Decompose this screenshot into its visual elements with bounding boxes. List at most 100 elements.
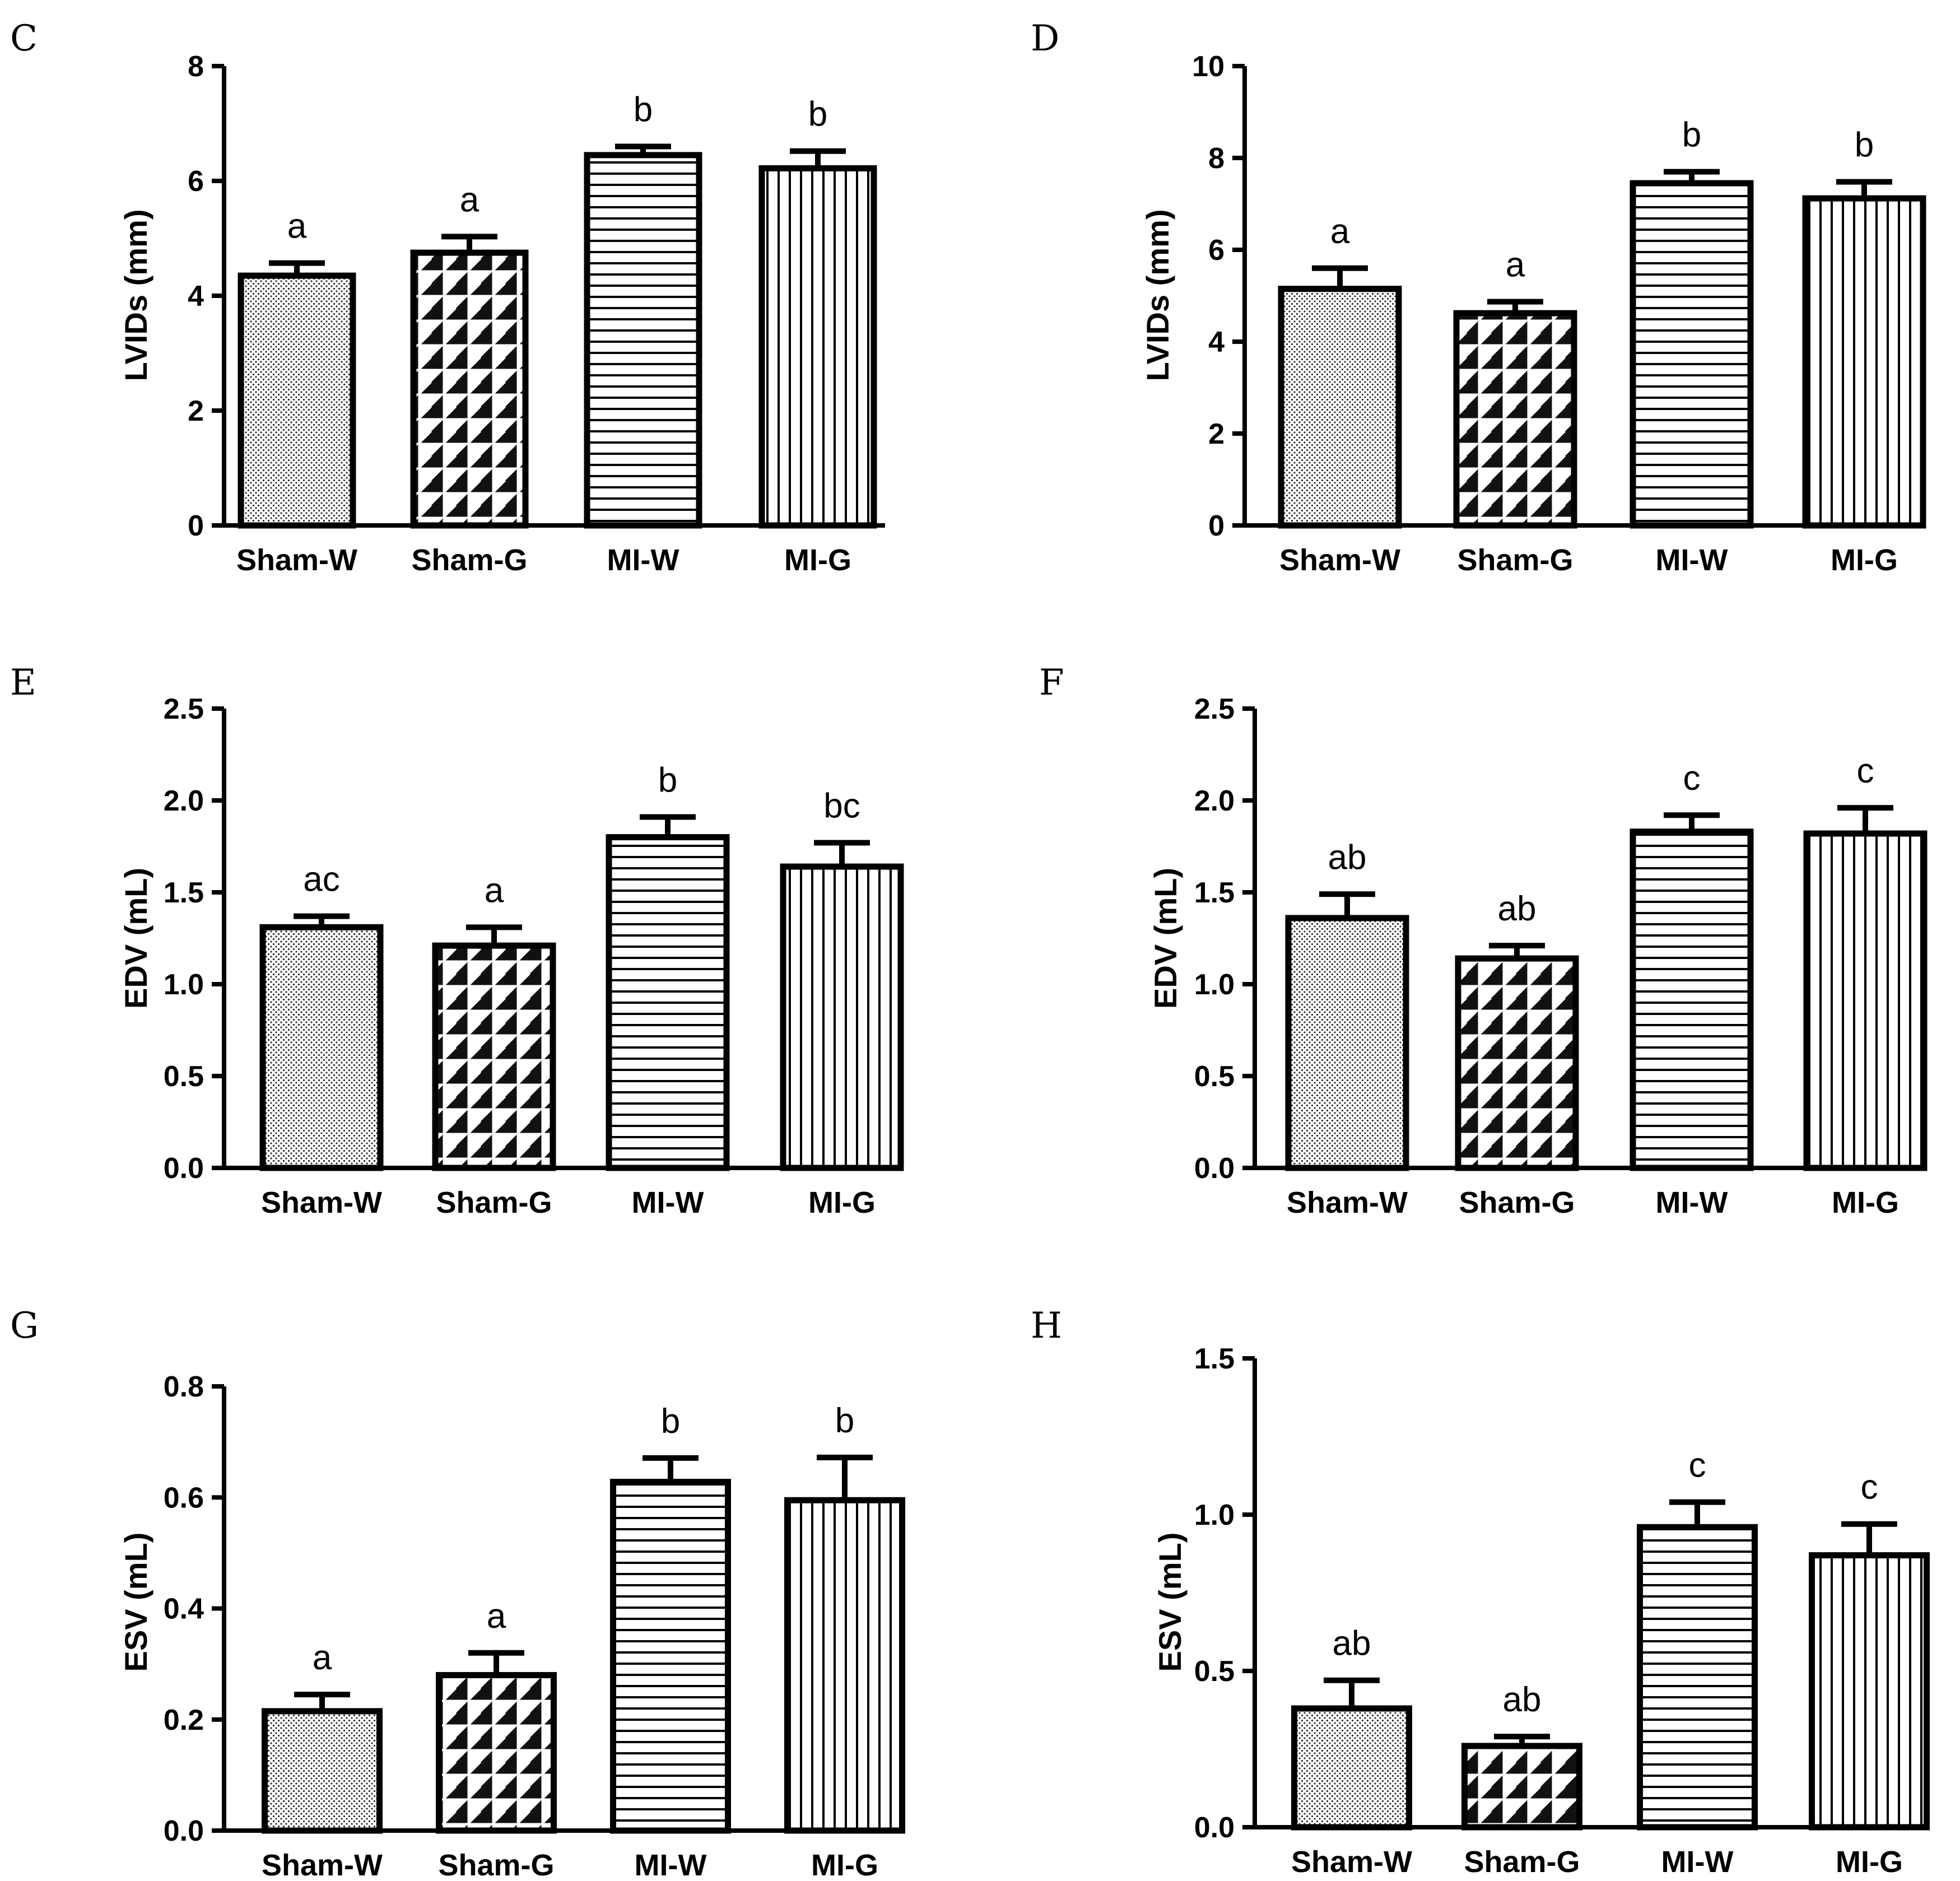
x-tick-label: MI-W <box>607 543 679 577</box>
bar-sham-w <box>1285 915 1409 1171</box>
y-tick-label: 6 <box>188 165 204 198</box>
significance-label: a <box>313 1638 332 1677</box>
y-tick-label: 0.8 <box>164 1371 204 1403</box>
significance-label: ab <box>1328 838 1367 877</box>
significance-label: b <box>658 761 677 800</box>
panel-label: G <box>10 1305 39 1347</box>
y-tick-label: 2.5 <box>164 693 204 725</box>
y-tick-label: 1.0 <box>1194 969 1235 1001</box>
y-tick-label: 1.5 <box>164 877 204 909</box>
bar-mi-w <box>610 1478 731 1834</box>
x-tick-label: Sham-G <box>411 543 527 577</box>
significance-label: ab <box>1498 890 1537 928</box>
y-axis-title: LVIDs (mm) <box>118 209 153 381</box>
significance-label: c <box>1861 1468 1878 1507</box>
x-tick-label: MI-W <box>1661 1845 1734 1879</box>
x-tick-label: Sham-G <box>438 1849 554 1881</box>
panel-label: E <box>10 662 36 704</box>
x-tick-label: MI-W <box>632 1186 704 1219</box>
bar-mi-g <box>784 1497 905 1834</box>
y-tick-label: 4 <box>1208 326 1225 358</box>
panel-label: F <box>1039 662 1064 704</box>
bar-sham-g <box>410 249 529 529</box>
x-tick-label: MI-G <box>784 543 851 577</box>
y-tick-label: 0.2 <box>164 1704 204 1736</box>
significance-label: a <box>487 1597 506 1636</box>
x-tick-label: MI-W <box>635 1849 707 1881</box>
y-tick-label: 10 <box>1192 50 1225 83</box>
y-tick-label: 0 <box>188 510 204 542</box>
bar-sham-w <box>259 924 384 1171</box>
y-tick-label: 0.5 <box>1194 1060 1235 1093</box>
y-tick-label: 1.0 <box>1194 1499 1235 1531</box>
y-tick-label: 8 <box>188 50 204 83</box>
significance-label: a <box>485 871 504 910</box>
bar-mi-g <box>1803 830 1928 1171</box>
y-axis-title: ESV (mL) <box>118 1533 153 1672</box>
x-tick-label: MI-G <box>1836 1845 1903 1879</box>
y-tick-label: 1.5 <box>1194 1343 1235 1375</box>
y-tick-label: 2.0 <box>164 785 204 817</box>
x-tick-label: MI-W <box>1656 1186 1728 1219</box>
x-tick-label: Sham-G <box>1464 1845 1580 1879</box>
y-tick-label: 0.0 <box>1194 1152 1235 1185</box>
y-tick-label: 8 <box>1208 142 1225 175</box>
bar-sham-g <box>436 1672 557 1834</box>
bar-sham-g <box>1453 310 1577 529</box>
bar-mi-w <box>584 152 702 529</box>
significance-label: c <box>1683 759 1701 798</box>
panel-c: C LVIDs (mm) a Sham-W a Sham-G b MI-W b MI-G 0 2 4… <box>10 18 885 577</box>
bar-sham-w <box>238 272 356 529</box>
x-tick-label: Sham-W <box>236 543 357 577</box>
x-tick-label: Sham-W <box>1287 1186 1408 1219</box>
panel-g: G ESV (mL) a Sham-W a Sham-G b MI-W b MI-G 0.0 0.… <box>10 1305 905 1881</box>
bar-sham-g <box>432 942 556 1171</box>
significance-label: b <box>661 1402 680 1441</box>
bar-mi-g <box>780 863 904 1171</box>
bar-sham-g <box>1455 955 1579 1171</box>
significance-label: bc <box>823 786 860 825</box>
significance-label: a <box>1330 212 1350 251</box>
significance-label: b <box>1682 116 1701 155</box>
x-tick-label: Sham-W <box>261 1186 382 1219</box>
y-tick-label: 0.5 <box>164 1060 204 1093</box>
y-tick-label: 2.0 <box>1194 785 1235 817</box>
y-tick-label: 0.5 <box>1194 1655 1235 1688</box>
significance-label: ab <box>1503 1680 1542 1719</box>
x-tick-label: MI-G <box>808 1186 876 1219</box>
panel-f: F EDV (mL) ab Sham-W ab Sham-G c MI-W c MI-G 0.0… <box>1039 662 1928 1219</box>
significance-label: c <box>1689 1446 1706 1485</box>
y-tick-label: 1.5 <box>1194 877 1235 909</box>
x-tick-label: Sham-W <box>262 1849 383 1881</box>
y-tick-label: 6 <box>1208 234 1225 267</box>
panel-h: H ESV (mL) ab Sham-W ab Sham-G c MI-W c MI-G 0.0… <box>1031 1305 1930 1879</box>
x-tick-label: MI-G <box>1831 543 1898 577</box>
x-tick-label: MI-G <box>1832 1186 1899 1219</box>
y-tick-label: 2 <box>188 395 204 427</box>
bar-sham-w <box>1278 286 1402 529</box>
y-axis-title: ESV (mL) <box>1152 1533 1188 1672</box>
panel-d: D LVIDs (mm) a Sham-W a Sham-G b MI-W b MI-G 0 2 4… <box>1031 18 1926 577</box>
y-tick-label: 2.5 <box>1194 693 1235 725</box>
panel-label: D <box>1031 18 1059 59</box>
significance-label: ab <box>1333 1624 1371 1663</box>
significance-label: a <box>1506 246 1525 285</box>
significance-label: c <box>1857 752 1874 790</box>
bar-mi-g <box>1809 1552 1930 1831</box>
y-axis-title: LVIDs (mm) <box>1140 209 1175 381</box>
x-tick-label: Sham-W <box>1291 1845 1412 1879</box>
bar-mi-w <box>1630 828 1754 1171</box>
x-tick-label: Sham-G <box>436 1186 552 1219</box>
x-tick-label: MI-W <box>1656 543 1728 577</box>
y-tick-label: 0 <box>1208 510 1225 542</box>
bar-mi-w <box>1630 180 1754 529</box>
bar-sham-w <box>262 1708 383 1834</box>
bar-sham-g <box>1461 1743 1582 1831</box>
y-tick-label: 0.0 <box>164 1815 204 1847</box>
y-tick-label: 2 <box>1208 418 1225 450</box>
bar-mi-w <box>606 834 730 1171</box>
x-tick-label: Sham-G <box>1459 1186 1575 1219</box>
bar-mi-g <box>1802 195 1926 529</box>
bar-sham-w <box>1291 1705 1412 1831</box>
